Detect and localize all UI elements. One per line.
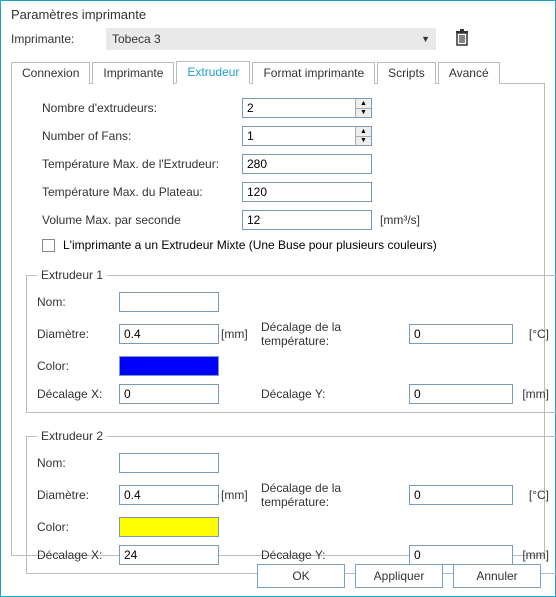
- ext2-diameter-input[interactable]: [119, 485, 219, 505]
- mixed-extruder-label: L'imprimante a un Extrudeur Mixte (Une B…: [63, 238, 437, 252]
- delete-printer-button[interactable]: [454, 29, 470, 50]
- temp-bed-label: Température Max. du Plateau:: [26, 185, 242, 199]
- ext2-offsetx-label: Décalage X:: [37, 548, 119, 562]
- chevron-down-icon: ▼: [421, 34, 430, 44]
- ext1-name-label: Nom:: [37, 295, 119, 309]
- apply-button[interactable]: Appliquer: [355, 564, 443, 588]
- ext1-tempoffset-unit: [°C]: [515, 327, 549, 341]
- extruder2-group: Extrudeur 2 Nom: Diamètre: [mm] Décalage…: [26, 429, 556, 574]
- num-fans-spinner[interactable]: ▲▼: [355, 127, 371, 145]
- ext1-color-swatch[interactable]: [119, 356, 219, 376]
- ext2-tempoffset-label: Décalage de la température:: [261, 481, 409, 509]
- ext2-offsetx-input[interactable]: [119, 545, 219, 565]
- ext1-offsetx-input[interactable]: [119, 384, 219, 404]
- tab-format[interactable]: Format imprimante: [252, 62, 375, 84]
- ext2-name-input[interactable]: [119, 453, 219, 473]
- window-title: Paramètres imprimante: [11, 7, 545, 22]
- temp-extruder-label: Température Max. de l'Extrudeur:: [26, 157, 242, 171]
- tab-scripts[interactable]: Scripts: [377, 62, 436, 84]
- ext1-diameter-label: Diamètre:: [37, 327, 119, 341]
- volume-label: Volume Max. par seconde: [26, 213, 242, 227]
- ok-button[interactable]: OK: [257, 564, 345, 588]
- ext2-offsety-input[interactable]: [409, 545, 513, 565]
- printer-selected: Tobeca 3: [112, 32, 161, 46]
- num-extruders-spinner[interactable]: ▲▼: [355, 99, 371, 117]
- extruder1-group: Extrudeur 1 Nom: Diamètre: [mm] Décalage…: [26, 268, 556, 413]
- ext1-offsetx-label: Décalage X:: [37, 387, 119, 401]
- ext2-tempoffset-unit: [°C]: [515, 488, 549, 502]
- tab-bar: Connexion Imprimante Extrudeur Format im…: [11, 60, 545, 84]
- ext2-offsety-unit: [mm]: [515, 548, 549, 562]
- num-fans-label: Number of Fans:: [26, 129, 242, 143]
- volume-unit: [mm³/s]: [380, 213, 420, 227]
- ext1-offsety-input[interactable]: [409, 384, 513, 404]
- tab-extrudeur[interactable]: Extrudeur: [176, 61, 250, 84]
- extruder2-legend: Extrudeur 2: [37, 429, 107, 443]
- temp-extruder-input[interactable]: [242, 154, 372, 174]
- ext1-tempoffset-label: Décalage de la température:: [261, 320, 409, 348]
- extruder-panel: Nombre d'extrudeurs: ▲▼ Number of Fans: …: [11, 84, 545, 556]
- printer-label: Imprimante:: [11, 32, 106, 46]
- ext1-name-input[interactable]: [119, 292, 219, 312]
- tab-connexion[interactable]: Connexion: [11, 62, 90, 84]
- trash-icon: [454, 29, 470, 47]
- tab-avance[interactable]: Avancé: [438, 62, 500, 84]
- temp-bed-input[interactable]: [242, 182, 372, 202]
- num-extruders-label: Nombre d'extrudeurs:: [26, 101, 242, 115]
- ext1-offsety-unit: [mm]: [515, 387, 549, 401]
- ext1-offsety-label: Décalage Y:: [261, 387, 409, 401]
- mixed-extruder-checkbox[interactable]: [42, 239, 55, 252]
- printer-dropdown[interactable]: Tobeca 3 ▼: [106, 28, 436, 50]
- tab-imprimante[interactable]: Imprimante: [92, 62, 174, 84]
- cancel-button[interactable]: Annuler: [453, 564, 541, 588]
- num-fans-input[interactable]: [242, 126, 372, 146]
- ext1-diameter-unit: [mm]: [221, 327, 261, 341]
- ext2-color-label: Color:: [37, 520, 119, 534]
- ext1-diameter-input[interactable]: [119, 324, 219, 344]
- num-extruders-input[interactable]: [242, 98, 372, 118]
- extruder1-legend: Extrudeur 1: [37, 268, 107, 282]
- ext2-tempoffset-input[interactable]: [409, 485, 513, 505]
- ext2-name-label: Nom:: [37, 456, 119, 470]
- ext2-diameter-label: Diamètre:: [37, 488, 119, 502]
- ext2-diameter-unit: [mm]: [221, 488, 261, 502]
- ext2-color-swatch[interactable]: [119, 517, 219, 537]
- ext1-color-label: Color:: [37, 359, 119, 373]
- volume-input[interactable]: [242, 210, 372, 230]
- ext1-tempoffset-input[interactable]: [409, 324, 513, 344]
- ext2-offsety-label: Décalage Y:: [261, 548, 409, 562]
